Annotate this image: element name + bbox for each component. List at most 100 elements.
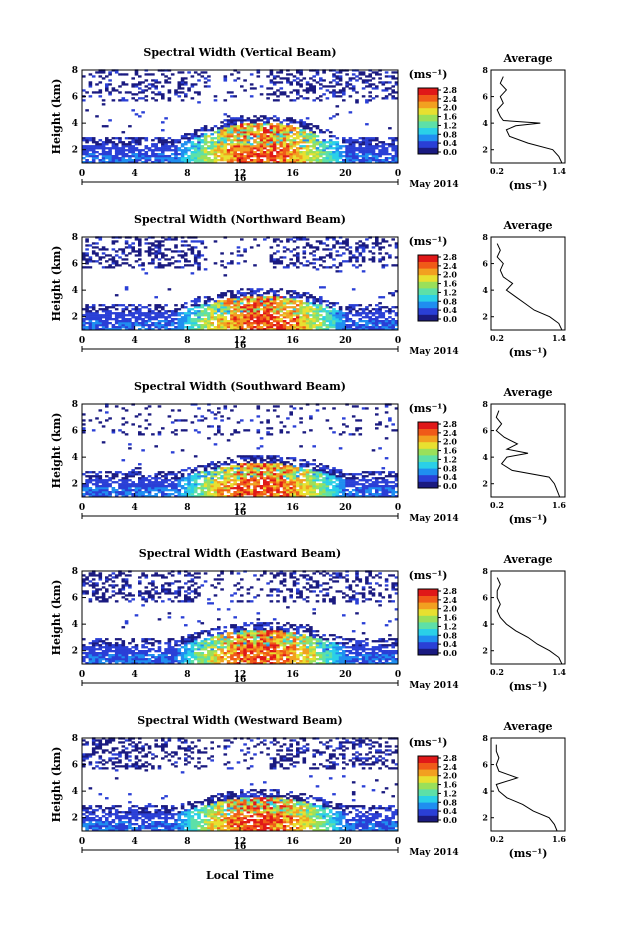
heatmap-cell xyxy=(375,423,379,426)
heatmap-cell xyxy=(226,115,231,118)
heatmap-cell xyxy=(154,147,158,150)
heatmap-cell xyxy=(167,81,172,84)
heatmap-cell xyxy=(240,153,244,156)
colorbar-tick-label: 0.8 xyxy=(443,296,457,306)
heatmap-cell xyxy=(230,135,234,138)
heatmap-cell xyxy=(180,316,185,319)
heatmap-cell xyxy=(388,471,392,474)
heatmap-cell xyxy=(91,157,96,160)
heatmap-cell xyxy=(315,469,320,472)
heatmap-cell xyxy=(230,133,234,136)
heatmap-cell xyxy=(124,485,129,488)
heatmap-cell xyxy=(312,304,316,307)
heatmap-cell xyxy=(147,495,152,498)
heatmap-cell xyxy=(338,491,343,494)
heatmap-cell xyxy=(217,151,221,154)
heatmap-cell xyxy=(276,155,280,158)
heatmap-cell xyxy=(161,153,165,156)
heatmap-cell xyxy=(253,461,257,464)
heatmap-cell xyxy=(197,318,201,321)
heatmap-cell xyxy=(266,485,270,488)
heatmap-cell xyxy=(378,302,382,305)
heatmap-cell xyxy=(266,145,270,148)
heatmap-cell xyxy=(312,459,316,462)
heatmap-cell xyxy=(246,161,251,164)
heatmap-cell xyxy=(101,143,106,146)
heatmap-cell xyxy=(305,89,310,92)
heatmap-cell xyxy=(197,101,201,104)
heatmap-cell xyxy=(286,461,290,464)
heatmap-cell xyxy=(279,288,284,291)
heatmap-cell xyxy=(121,252,126,255)
heatmap-cell xyxy=(114,304,119,307)
heatmap-cell xyxy=(111,159,116,162)
heatmap-cell xyxy=(259,485,264,488)
heatmap-cell xyxy=(128,471,132,474)
heatmap-cell xyxy=(147,73,152,76)
heatmap-cell xyxy=(223,318,228,321)
colorbar-segment xyxy=(418,455,438,462)
heatmap-cell xyxy=(325,244,330,247)
heatmap-cell xyxy=(259,314,264,317)
heatmap-cell xyxy=(177,324,182,327)
heatmap-cell xyxy=(259,296,264,299)
heatmap-cell xyxy=(193,302,198,305)
heatmap-cell xyxy=(269,302,274,305)
panel-title: Spectral Width (Northward Beam) xyxy=(134,213,346,226)
heatmap-cell xyxy=(88,642,93,645)
heatmap-cell xyxy=(190,326,195,329)
heatmap-cell xyxy=(138,141,142,144)
heatmap-cell xyxy=(302,151,307,154)
heatmap-cell xyxy=(161,151,165,154)
heatmap-cell xyxy=(305,139,310,142)
heatmap-cell xyxy=(223,151,228,154)
heatmap-cell xyxy=(157,316,162,319)
heatmap-cell xyxy=(177,419,182,422)
heatmap-cell xyxy=(233,308,237,311)
heatmap-cell xyxy=(138,250,142,253)
heatmap-cell xyxy=(361,147,366,150)
heatmap-cell xyxy=(249,147,254,150)
heatmap-cell xyxy=(299,318,303,321)
heatmap-cell xyxy=(226,485,231,488)
heatmap-cell xyxy=(167,495,172,498)
heatmap-cell xyxy=(269,246,274,249)
heatmap-cell xyxy=(187,467,191,470)
heatmap-cell xyxy=(210,127,214,130)
heatmap-cell xyxy=(95,316,99,319)
heatmap-cell xyxy=(253,119,257,122)
heatmap-cell xyxy=(128,314,132,317)
heatmap-cell xyxy=(394,137,399,140)
heatmap-cell xyxy=(184,260,188,263)
heatmap-cell xyxy=(351,477,356,480)
heatmap-cell xyxy=(292,457,297,460)
heatmap-cell xyxy=(223,300,228,303)
heatmap-cell xyxy=(269,473,274,476)
heatmap-cell xyxy=(299,151,303,154)
heatmap-cell xyxy=(240,161,244,164)
heatmap-cell xyxy=(368,471,372,474)
heatmap-cell xyxy=(138,157,142,160)
heatmap-cell xyxy=(388,316,392,319)
heatmap-cell xyxy=(355,326,359,329)
heatmap-cell xyxy=(286,316,290,319)
heatmap-cell xyxy=(174,310,178,313)
heatmap-cell xyxy=(391,264,395,267)
heatmap-cell xyxy=(315,97,320,100)
heatmap-cell xyxy=(95,83,99,86)
heatmap-cell xyxy=(197,147,201,150)
heatmap-cell xyxy=(174,477,178,480)
heatmap-cell xyxy=(223,75,228,78)
heatmap-cell xyxy=(319,467,323,470)
heatmap-cell xyxy=(105,254,109,257)
heatmap-cell xyxy=(85,487,89,490)
heatmap-cell xyxy=(263,238,267,241)
heatmap-cell xyxy=(355,489,359,492)
heatmap-cell xyxy=(319,302,323,305)
heatmap-cell xyxy=(213,413,218,416)
heatmap-cell xyxy=(292,481,297,484)
heatmap-cell xyxy=(305,155,310,158)
heatmap-cell xyxy=(279,463,284,466)
heatmap-cell xyxy=(312,87,316,90)
heatmap-cell xyxy=(85,590,89,593)
